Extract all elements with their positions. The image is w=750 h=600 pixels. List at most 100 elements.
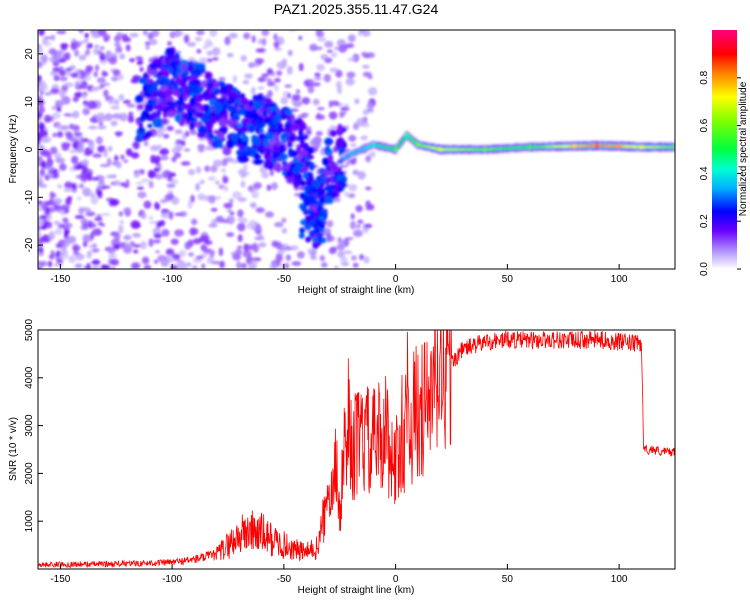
spectrogram-cell — [187, 199, 193, 209]
spectrogram-cell — [123, 244, 133, 254]
spectrogram-cell — [149, 38, 158, 46]
spectrogram-cell — [194, 121, 202, 128]
spectrogram-ridge-point — [348, 152, 354, 157]
spectrogram-cell — [112, 69, 121, 77]
spectrogram-cell — [91, 31, 99, 39]
spectrogram-cell — [170, 264, 178, 269]
spectrogram-cell — [64, 131, 73, 137]
spectrogram-cell — [348, 184, 358, 192]
spectrogram-cell — [50, 250, 56, 257]
spectrogram-ridge-point — [214, 109, 219, 114]
spectrogram-cell — [264, 116, 271, 124]
spectrogram-cell — [350, 255, 357, 261]
spectrogram-cell — [174, 113, 182, 123]
spectrogram-cell — [312, 236, 319, 243]
spectrogram-cell — [104, 51, 113, 59]
spectrogram-cell — [100, 185, 111, 189]
spectrogram-cell — [147, 123, 153, 129]
spectrogram-x-tick-label: -150 — [50, 274, 70, 285]
spectrogram-cell — [147, 78, 154, 84]
spectrogram-cell — [72, 244, 81, 252]
spectrogram-cell — [178, 249, 186, 258]
spectrogram-y-tick-label: -20 — [24, 237, 35, 252]
spectrogram-cell — [230, 158, 241, 164]
spectrogram-cell — [95, 136, 103, 145]
spectrogram-cell — [88, 43, 93, 49]
spectrogram-cell — [314, 72, 321, 77]
spectrogram-cell — [82, 101, 88, 105]
spectrogram-cell — [249, 219, 257, 229]
spectrogram-cell — [287, 141, 292, 148]
spectrogram-cell — [321, 262, 328, 268]
spectrogram-cell — [201, 263, 206, 269]
spectrogram-cell — [311, 187, 317, 194]
spectrogram-cell — [317, 37, 327, 42]
spectrogram-cell — [164, 194, 173, 202]
spectrogram-cell — [58, 58, 66, 63]
spectrogram-cell — [129, 58, 135, 63]
spectrogram-cell — [347, 34, 356, 43]
spectrogram-cell — [397, 142, 403, 145]
spectrogram-cell — [315, 30, 323, 36]
spectrogram-cell — [219, 85, 229, 94]
spectrogram-cell — [148, 238, 154, 247]
spectrogram-cell — [38, 134, 42, 143]
spectrogram-cell — [169, 31, 176, 39]
spectrogram-cell — [185, 115, 194, 121]
spectrogram-cell — [59, 76, 68, 82]
spectrogram-cell — [39, 168, 46, 177]
spectrogram-cell — [395, 145, 400, 148]
colorbar: 0.0 0.2 0.4 0.6 0.8 Normalized spectral ampl… — [699, 30, 749, 276]
spectrogram-cell — [237, 197, 247, 203]
spectrogram-cell — [190, 108, 197, 114]
spectrogram-cell — [160, 155, 169, 161]
spectrogram-cell — [240, 170, 247, 179]
spectrogram-cell — [165, 101, 175, 106]
spectrogram-cell — [55, 243, 63, 249]
snr-y-label: SNR (10 * v/v) — [8, 417, 19, 481]
spectrogram-cell — [355, 204, 363, 213]
spectrogram-cell — [126, 103, 136, 108]
spectrogram-cell — [218, 117, 227, 128]
spectrogram-ridge-point — [147, 99, 152, 104]
spectrogram-ridge-point — [616, 144, 622, 149]
spectrogram-cell — [312, 240, 319, 249]
spectrogram-cell — [151, 82, 158, 91]
spectrogram-cell — [250, 86, 256, 95]
spectrogram-cell — [310, 249, 317, 258]
spectrogram-cell — [320, 54, 329, 60]
spectrogram-cell — [160, 118, 168, 125]
spectrogram-cell — [203, 104, 210, 113]
spectrogram-cell — [93, 217, 103, 221]
spectrogram-cell — [113, 244, 120, 250]
spectrogram-cell — [298, 149, 308, 156]
spectrogram-cell — [257, 232, 263, 240]
spectrogram-cell — [319, 222, 325, 229]
spectrogram-y-tick-label: 10 — [24, 96, 35, 108]
spectrogram-cell — [42, 36, 48, 45]
spectrogram-cell — [152, 227, 161, 236]
spectrogram-ridge-point — [259, 128, 264, 133]
spectrogram-cell — [265, 78, 273, 82]
spectrogram-cell — [227, 105, 236, 113]
spectrogram-cell — [212, 57, 219, 61]
spectrogram-cell — [255, 120, 266, 129]
spectrogram-cell — [164, 56, 170, 65]
spectrogram-cell — [63, 222, 73, 229]
spectrogram-cell — [123, 207, 132, 214]
spectrogram-cell — [316, 188, 323, 195]
spectrogram-cell — [209, 30, 218, 37]
spectrogram-cell — [38, 242, 41, 249]
spectrogram-cell — [61, 144, 70, 151]
spectrogram-cell — [160, 211, 171, 219]
spectrogram-ridge-point — [393, 147, 398, 152]
spectrogram-cell — [360, 135, 368, 141]
spectrogram-cell — [87, 172, 93, 182]
spectrogram-cell — [178, 86, 184, 95]
spectrogram-ridge-point — [572, 144, 577, 149]
spectrogram-cell — [348, 134, 357, 142]
spectrogram-cell — [153, 233, 162, 239]
spectrogram-cell — [152, 105, 163, 110]
spectrogram-cell — [265, 211, 274, 218]
spectrogram-cell — [48, 166, 55, 171]
